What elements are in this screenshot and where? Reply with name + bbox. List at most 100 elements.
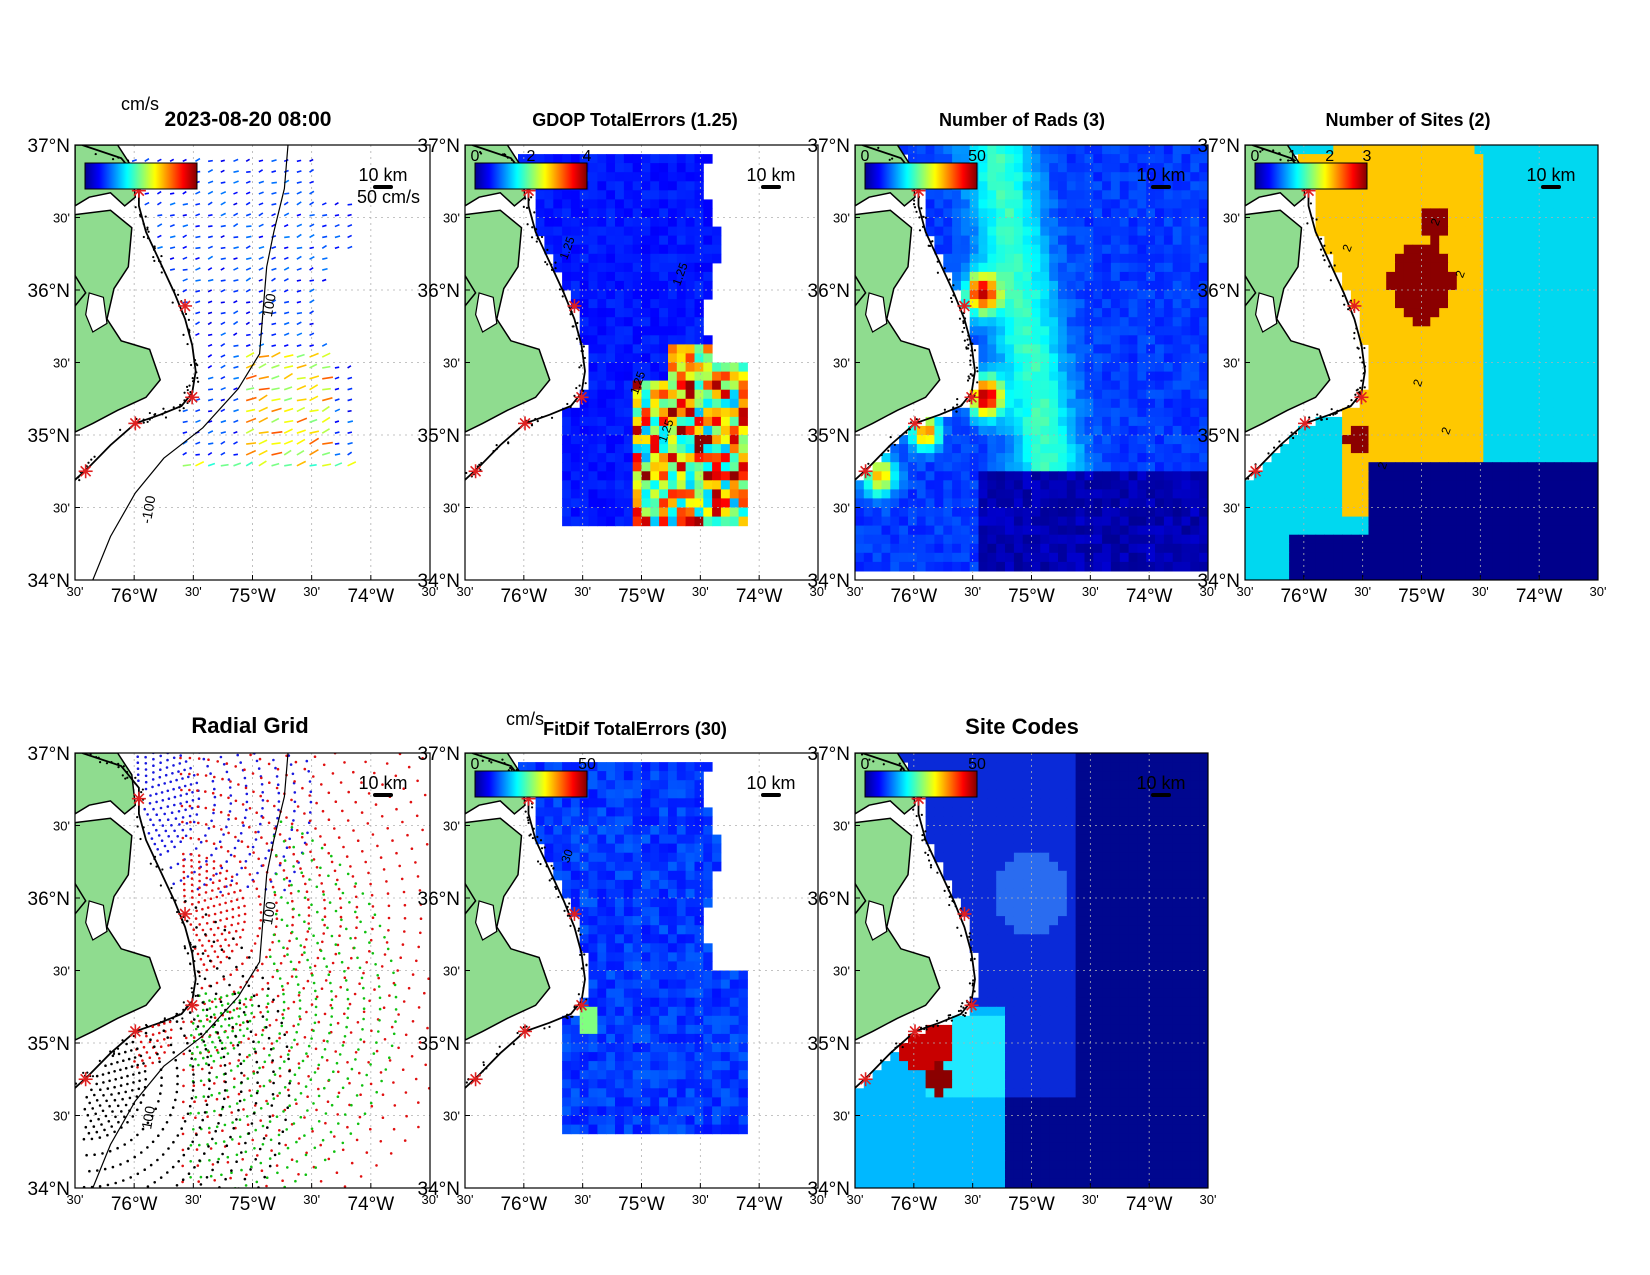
- grid-cell: [1350, 516, 1361, 527]
- grid-cell: [615, 816, 625, 826]
- grid-cell: [1536, 353, 1546, 363]
- grid-cell: [650, 299, 660, 309]
- grid-cell: [597, 444, 607, 454]
- grid-cell: [1190, 561, 1200, 572]
- grid-cell: [623, 244, 634, 255]
- grid-cell: [1031, 308, 1041, 318]
- grid-cell: [1465, 226, 1475, 237]
- grid-cell: [1377, 362, 1387, 373]
- grid-cell: [650, 453, 660, 463]
- grid-cell: [1066, 561, 1077, 572]
- grid-cell: [1527, 507, 1537, 518]
- grid-cell: [623, 997, 634, 1008]
- grid-cell: [562, 1015, 572, 1026]
- grid-cell: [641, 843, 651, 854]
- grid-cell: [1342, 480, 1352, 490]
- grid-cell: [615, 916, 625, 926]
- grid-cell: [1421, 416, 1431, 427]
- grid-cell: [1049, 308, 1059, 318]
- grid-cell: [720, 480, 731, 490]
- current-vector: [296, 332, 303, 337]
- grid-cell: [1342, 471, 1352, 481]
- grid-cell: [987, 226, 997, 237]
- grid-cell: [1412, 480, 1422, 490]
- grid-cell: [1474, 262, 1484, 273]
- grid-cell: [1005, 262, 1015, 273]
- grid-cell: [1137, 326, 1147, 336]
- grid-cell: [1128, 217, 1138, 228]
- grid-cell: [1084, 326, 1094, 336]
- grid-cell: [597, 997, 607, 1008]
- grid-cell: [987, 407, 997, 418]
- grid-cell: [1386, 371, 1396, 382]
- grid-cell: [588, 389, 598, 400]
- grid-cell: [855, 498, 865, 508]
- grid-cell: [641, 335, 651, 345]
- grid-cell: [694, 1015, 704, 1026]
- grid-cell: [1333, 199, 1343, 209]
- grid-cell: [1465, 181, 1475, 191]
- grid-cell: [1448, 280, 1458, 291]
- current-vector: [321, 244, 327, 249]
- grid-cell: [712, 852, 722, 863]
- grid-cell: [588, 308, 598, 318]
- grid-cell: [623, 262, 634, 273]
- grid-cell: [1146, 271, 1156, 282]
- grid-cell: [1500, 280, 1511, 291]
- grid-cell: [1172, 489, 1182, 499]
- grid-cell: [1509, 534, 1520, 545]
- grid-cell: [1137, 280, 1147, 291]
- grid-cell: [676, 308, 687, 318]
- grid-cell: [1289, 480, 1299, 490]
- grid-cell: [1066, 199, 1077, 209]
- grid-cell: [1190, 290, 1200, 300]
- grid-cell: [623, 934, 634, 944]
- grid-cell: [1439, 362, 1449, 373]
- grid-cell: [641, 217, 651, 228]
- grid-cell: [1589, 362, 1598, 373]
- grid-cell: [1190, 280, 1200, 291]
- grid-cell: [1430, 435, 1440, 445]
- grid-cell: [1456, 299, 1467, 309]
- grid-cell: [597, 789, 607, 799]
- grid-cell: [1022, 335, 1032, 345]
- current-vector: [208, 159, 213, 163]
- grid-cell: [1421, 181, 1431, 191]
- grid-cell: [712, 226, 722, 237]
- grid-cell: [588, 489, 598, 499]
- grid-cell: [729, 498, 740, 508]
- grid-cell: [1562, 145, 1572, 155]
- grid-cell: [650, 888, 660, 899]
- grid-cell: [1119, 217, 1130, 228]
- current-vector: [233, 376, 240, 380]
- grid-cell: [1172, 244, 1182, 255]
- grid-cell: [562, 462, 572, 472]
- grid-cell: [1022, 326, 1032, 336]
- grid-cell: [1421, 435, 1431, 445]
- grid-cell: [703, 507, 713, 518]
- grid-cell: [694, 480, 704, 490]
- grid-cell: [1058, 335, 1068, 345]
- grid-cell: [1509, 444, 1520, 454]
- grid-cell: [615, 870, 625, 881]
- grid-cell: [606, 244, 616, 255]
- grid-cell: [1492, 199, 1502, 209]
- grid-cell: [1439, 190, 1449, 200]
- grid-cell: [615, 154, 625, 164]
- grid-cell: [1084, 145, 1094, 155]
- grid-cell: [606, 771, 616, 781]
- grid-cell: [1172, 163, 1182, 173]
- current-vector: [334, 420, 340, 424]
- current-vector: [271, 191, 277, 195]
- current-vector: [207, 255, 214, 260]
- grid-cell: [899, 444, 909, 454]
- grid-cell: [729, 444, 740, 454]
- grid-cell: [925, 534, 935, 545]
- grid-cell: [1289, 525, 1299, 536]
- grid-cell: [1430, 462, 1440, 472]
- grid-cell: [1448, 181, 1458, 191]
- grid-cell: [685, 997, 695, 1008]
- grid-cell: [1386, 335, 1396, 345]
- grid-cell: [1412, 362, 1422, 373]
- grid-cell: [1412, 371, 1422, 382]
